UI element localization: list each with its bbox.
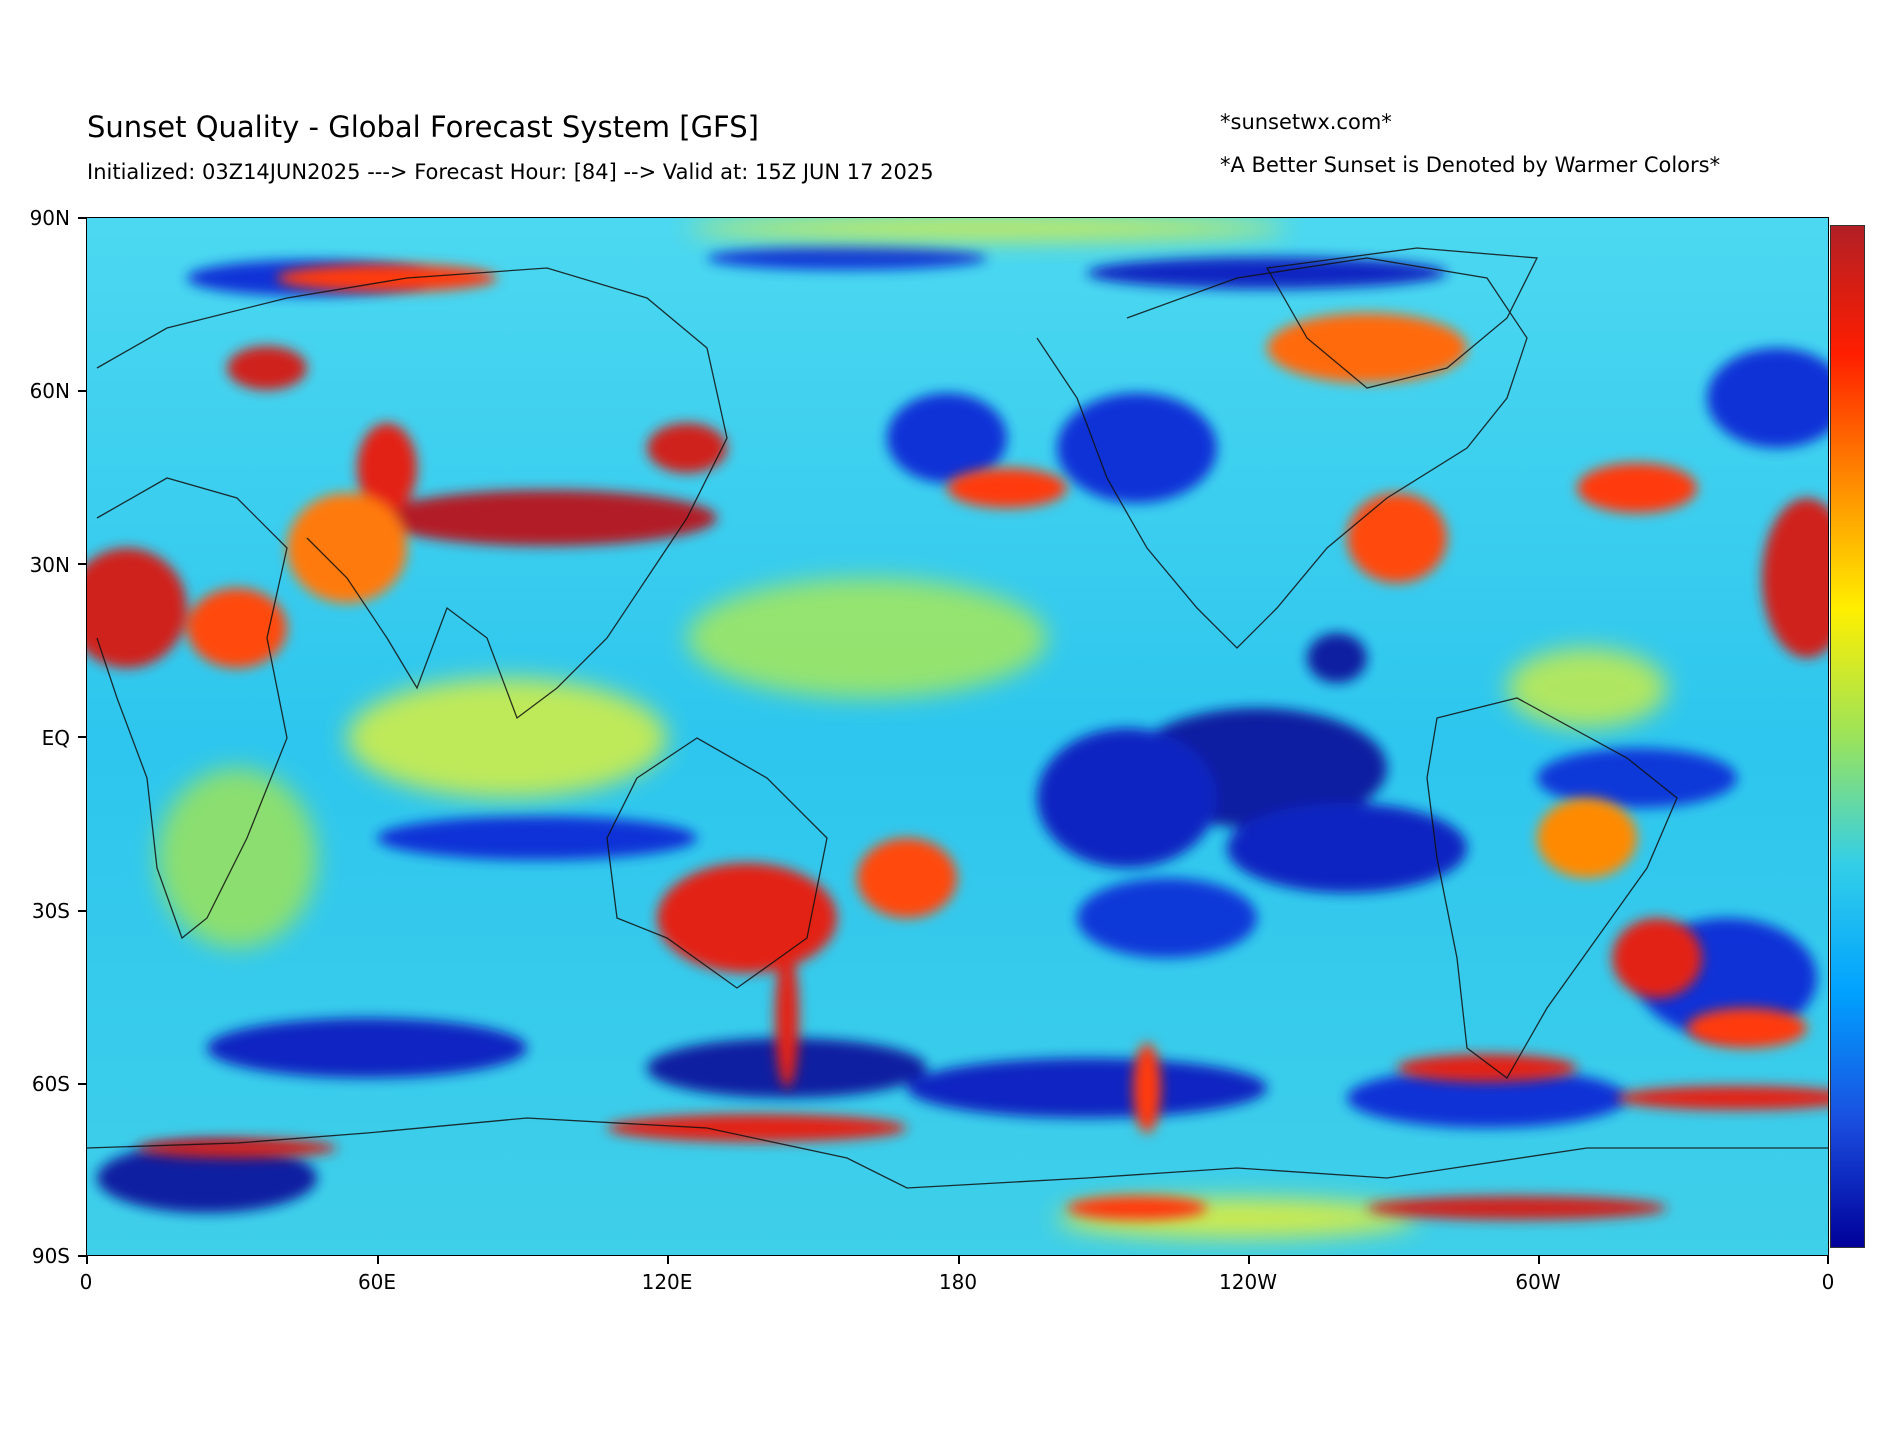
lon-tick	[377, 1256, 379, 1264]
lon-tick	[958, 1256, 960, 1264]
lat-label-90n: 90N	[29, 206, 70, 230]
lon-tick	[667, 1256, 669, 1264]
lon-label-120w: 120W	[1219, 1270, 1277, 1294]
lon-label-0-end: 0	[1821, 1270, 1835, 1294]
colorbar	[1830, 225, 1865, 1248]
lat-label-60s: 60S	[31, 1072, 70, 1096]
lon-tick	[1827, 1256, 1829, 1264]
lon-label-180: 180	[938, 1270, 978, 1294]
color-note: *A Better Sunset is Denoted by Warmer Co…	[1220, 153, 1721, 177]
lat-tick	[78, 736, 86, 738]
lat-label-eq: EQ	[41, 726, 70, 750]
lat-tick	[78, 1255, 86, 1257]
map-title: Sunset Quality - Global Forecast System …	[87, 110, 759, 144]
site-credit: *sunsetwx.com*	[1220, 110, 1392, 134]
lat-label-90s: 90S	[31, 1244, 70, 1268]
forecast-field	[87, 218, 1828, 1255]
lat-tick	[78, 217, 86, 219]
forecast-map	[86, 217, 1829, 1256]
lat-label-30s: 30S	[31, 899, 70, 923]
lon-tick	[1248, 1256, 1250, 1264]
lon-label-60w: 60W	[1515, 1270, 1561, 1294]
lat-tick	[78, 563, 86, 565]
lat-label-30n: 30N	[29, 553, 70, 577]
lon-tick	[1538, 1256, 1540, 1264]
lat-tick	[78, 1083, 86, 1085]
lon-label-60e: 60E	[357, 1270, 397, 1294]
lat-label-60n: 60N	[29, 379, 70, 403]
forecast-info: Initialized: 03Z14JUN2025 ---> Forecast …	[87, 160, 934, 184]
lon-label-0: 0	[79, 1270, 93, 1294]
lon-tick	[86, 1256, 88, 1264]
lon-label-120e: 120E	[641, 1270, 693, 1294]
lat-tick	[78, 390, 86, 392]
lat-tick	[78, 910, 86, 912]
